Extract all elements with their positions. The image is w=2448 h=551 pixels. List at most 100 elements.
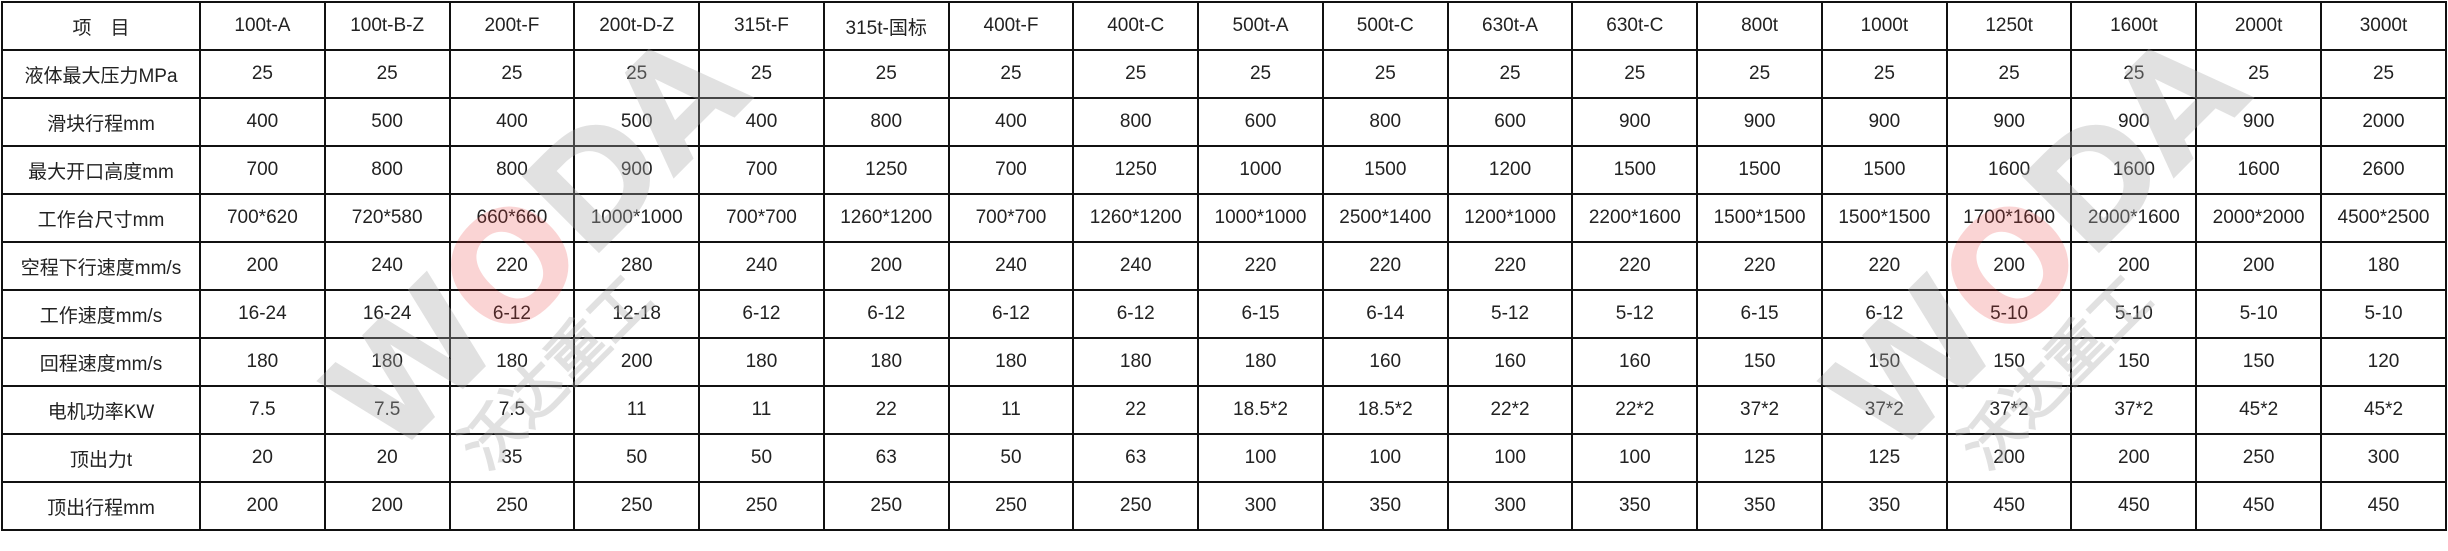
table-cell: 50 [573, 433, 701, 483]
table-cell: 22*2 [1571, 385, 1699, 435]
table-cell: 63 [822, 433, 950, 483]
table-cell: 350 [1696, 481, 1823, 531]
table-cell: 6-12 [448, 289, 576, 339]
table-cell: 350 [1820, 481, 1948, 531]
table-cell: 1700*1600 [1945, 193, 2073, 243]
table-cell: 22 [1072, 385, 1200, 435]
table-cell: 5-10 [2070, 289, 2198, 339]
table-cell: 25 [448, 49, 576, 99]
table-cell: 120 [2320, 337, 2447, 387]
table-cell: 220 [1446, 241, 1574, 291]
table-cell: 160 [1571, 337, 1699, 387]
header-item-label: 项 目 [1, 1, 201, 51]
table-cell: 450 [2320, 481, 2447, 531]
table-cell: 4500*2500 [2320, 193, 2447, 243]
table-row: 滑块行程mm 400 500 400 500 400 800 400 800 600 800 600 9… [1, 97, 2447, 147]
table-cell: 200 [573, 337, 701, 387]
model-header: 315t-F [698, 1, 825, 51]
table-cell: 5-12 [1446, 289, 1574, 339]
table-cell: 1260*1200 [1072, 193, 1200, 243]
model-header: 100t-B-Z [323, 1, 451, 51]
table-cell: 150 [1945, 337, 2073, 387]
table-cell: 700*620 [199, 193, 326, 243]
table-cell: 2500*1400 [1321, 193, 1449, 243]
table-cell: 6-12 [947, 289, 1075, 339]
table-cell: 25 [1197, 49, 1324, 99]
table-cell: 12-18 [573, 289, 701, 339]
model-header: 200t-D-Z [573, 1, 701, 51]
table-cell: 25 [2320, 49, 2447, 99]
table-cell: 180 [822, 337, 950, 387]
table-cell: 700 [947, 145, 1075, 195]
table-cell: 220 [1197, 241, 1324, 291]
table-cell: 700 [199, 145, 326, 195]
table-cell: 25 [822, 49, 950, 99]
table-cell: 400 [448, 97, 576, 147]
table-cell: 1500 [1820, 145, 1948, 195]
row-label: 工作台尺寸mm [1, 193, 201, 243]
table-cell: 1500 [1571, 145, 1699, 195]
table-cell: 1200*1000 [1446, 193, 1574, 243]
table-cell: 1260*1200 [822, 193, 950, 243]
table-cell: 250 [698, 481, 825, 531]
table-cell: 200 [199, 481, 326, 531]
table-cell: 180 [199, 337, 326, 387]
table-cell: 63 [1072, 433, 1200, 483]
table-cell: 200 [2070, 433, 2198, 483]
table-cell: 50 [698, 433, 825, 483]
table-cell: 180 [1072, 337, 1200, 387]
table-cell: 180 [2320, 241, 2447, 291]
table-cell: 18.5*2 [1321, 385, 1449, 435]
table-cell: 180 [1197, 337, 1324, 387]
row-label: 液体最大压力MPa [1, 49, 201, 99]
table-cell: 280 [573, 241, 701, 291]
model-header: 630t-C [1571, 1, 1699, 51]
table-cell: 150 [1820, 337, 1948, 387]
table-cell: 6-12 [1072, 289, 1200, 339]
table-cell: 1000*1000 [573, 193, 701, 243]
table-cell: 150 [2195, 337, 2323, 387]
table-cell: 6-14 [1321, 289, 1449, 339]
table-cell: 150 [2070, 337, 2198, 387]
table-cell: 1250 [1072, 145, 1200, 195]
table-cell: 500 [573, 97, 701, 147]
table-cell: 500 [323, 97, 451, 147]
table-cell: 400 [947, 97, 1075, 147]
model-header: 1600t [2070, 1, 2198, 51]
table-cell: 700*700 [698, 193, 825, 243]
table-cell: 2600 [2320, 145, 2447, 195]
table-cell: 22*2 [1446, 385, 1574, 435]
table-cell: 720*580 [323, 193, 451, 243]
table-cell: 250 [947, 481, 1075, 531]
table-cell: 37*2 [1696, 385, 1823, 435]
table-cell: 900 [1820, 97, 1948, 147]
table-cell: 25 [199, 49, 326, 99]
table-cell: 250 [573, 481, 701, 531]
table-cell: 450 [2070, 481, 2198, 531]
table-cell: 250 [822, 481, 950, 531]
table-cell: 6-12 [1820, 289, 1948, 339]
table-cell: 25 [323, 49, 451, 99]
table-cell: 25 [1571, 49, 1699, 99]
table-cell: 350 [1321, 481, 1449, 531]
table-cell: 600 [1197, 97, 1324, 147]
table-cell: 5-10 [2320, 289, 2447, 339]
table-cell: 7.5 [323, 385, 451, 435]
table-row: 顶出行程mm 200 200 250 250 250 250 250 250 300 350 300 3… [1, 481, 2447, 531]
table-cell: 300 [1446, 481, 1574, 531]
model-header: 100t-A [199, 1, 326, 51]
table-cell: 25 [1696, 49, 1823, 99]
table-row: 回程速度mm/s 180 180 180 200 180 180 180 180 180 160 16… [1, 337, 2447, 387]
model-header: 500t-A [1197, 1, 1324, 51]
table-cell: 45*2 [2320, 385, 2447, 435]
table-cell: 400 [199, 97, 326, 147]
table-cell: 125 [1820, 433, 1948, 483]
table-cell: 1500*1500 [1820, 193, 1948, 243]
table-cell: 45*2 [2195, 385, 2323, 435]
model-header: 200t-F [448, 1, 576, 51]
table-cell: 11 [698, 385, 825, 435]
table-cell: 900 [573, 145, 701, 195]
table-row: 工作台尺寸mm 700*620 720*580 660*660 1000*1000 700… [1, 193, 2447, 243]
table-cell: 25 [1072, 49, 1200, 99]
table-cell: 25 [573, 49, 701, 99]
